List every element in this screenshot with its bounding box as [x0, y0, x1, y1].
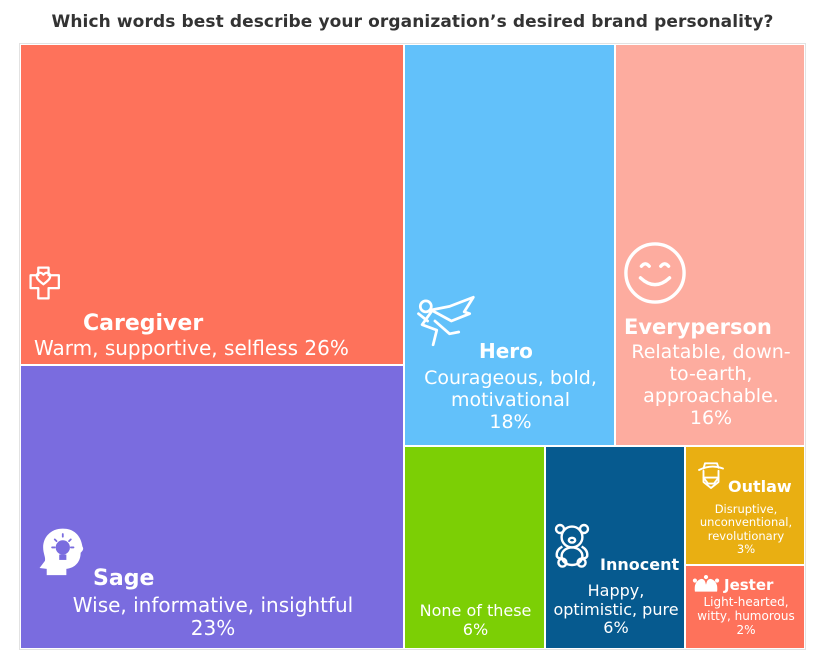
tile-innocent[interactable]: Innocent Happy, optimistic, pure 6%	[545, 446, 685, 649]
tile-everyperson[interactable]: Everyperson Relatable, down-to-earth, ap…	[615, 44, 805, 446]
tile-none-of-these[interactable]: None of these 6%	[404, 446, 545, 649]
tile-description: Courageous, bold, motivational	[424, 367, 597, 412]
outlaw-hat-icon	[698, 462, 724, 489]
tile-description: Warm, supportive, selfless	[34, 336, 299, 360]
tile-description: Happy, optimistic, pure	[553, 581, 679, 619]
tile-description: Disruptive, unconventional, revolutionar…	[699, 502, 793, 543]
tile-description: Wise, informative, insightful	[72, 593, 354, 617]
treemap: Caregiver Warm, supportive, selfless 26%…	[19, 43, 806, 650]
head-lightbulb-icon	[39, 528, 84, 576]
chart-title: Which words best describe your organizat…	[51, 12, 774, 32]
tile-sage[interactable]: Sage Wise, informative, insightful 23%	[20, 365, 404, 649]
tile-name: Outlaw	[728, 477, 792, 496]
tile-name: Sage	[93, 566, 155, 591]
tile-name: Jester	[724, 576, 774, 594]
tile-name: Everyperson	[624, 315, 772, 339]
tile-percent: 16%	[689, 407, 733, 430]
tile-name: Innocent	[600, 555, 680, 574]
tile-percent: 3%	[736, 541, 756, 556]
tile-percent: 6%	[603, 618, 629, 638]
tile-outlaw[interactable]: Outlaw Disruptive, unconventional, revol…	[685, 446, 805, 565]
tile-description: Relatable, down-to-earth, approachable.	[631, 341, 791, 408]
jester-hat-icon	[692, 575, 720, 592]
heart-cross-icon	[29, 266, 60, 300]
tile-name: Caregiver	[83, 311, 204, 336]
tile-hero[interactable]: Hero Courageous, bold, motivational 18%	[404, 44, 615, 446]
tile-description: None of these	[419, 601, 532, 620]
teddy-bear-icon	[554, 523, 590, 568]
tile-description: Light-hearted, witty, humorous	[697, 595, 795, 623]
tile-percent: 23%	[190, 616, 236, 641]
tile-jester[interactable]: Jester Light-hearted, witty, humorous 2%	[685, 565, 805, 649]
tile-percent: 2%	[736, 622, 756, 637]
tile-percent: 6%	[462, 619, 489, 639]
tile-percent: 18%	[489, 411, 532, 434]
tile-percent: 26%	[304, 336, 349, 360]
tile-name: Hero	[479, 339, 533, 363]
superhero-icon	[417, 295, 475, 347]
smiley-face-icon	[624, 242, 686, 304]
tile-caregiver[interactable]: Caregiver Warm, supportive, selfless 26%	[20, 44, 404, 365]
